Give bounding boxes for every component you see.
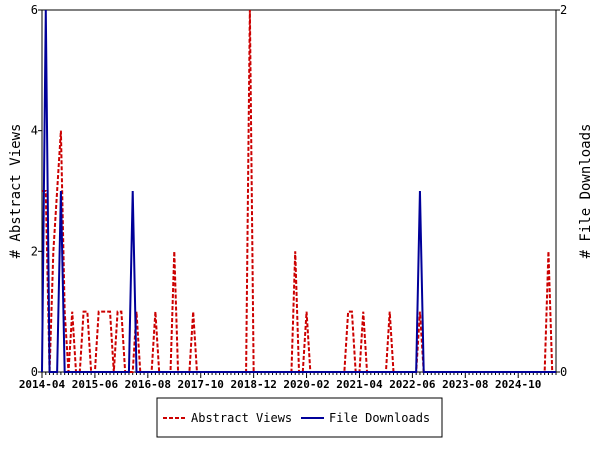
legend-box: [156, 397, 443, 438]
x-tick-label: 2022-06: [389, 378, 436, 391]
y-tick-label: 2: [31, 244, 38, 258]
x-tick-label: 2018-12: [230, 378, 276, 391]
x-tick-label: 2017-10: [178, 378, 224, 391]
plot-area: [41, 9, 557, 373]
y2-tick-label: 0: [560, 365, 567, 379]
x-tick-label: 2015-06: [72, 378, 119, 391]
x-tick-label: 2021-04: [336, 378, 383, 391]
legend-label: Abstract Views: [191, 411, 292, 425]
x-tick-label: 2024-10: [495, 378, 541, 391]
series-line: [42, 9, 556, 373]
y-axis-label: # Abstract Views: [8, 124, 24, 259]
y2-tick-label: 2: [560, 3, 567, 17]
x-tick-label: 2016-08: [125, 378, 171, 391]
x-tick-label: 2023-08: [442, 378, 488, 391]
y-tick-label: 6: [31, 3, 38, 17]
series-line: [41, 9, 556, 373]
y2-axis-label: # File Downloads: [578, 124, 594, 259]
legend-label: File Downloads: [329, 411, 430, 425]
y-tick-label: 4: [31, 124, 38, 138]
x-tick-label: 2020-02: [283, 378, 329, 391]
x-tick-label: 2014-04: [19, 378, 66, 391]
y-tick-label: 0: [31, 365, 38, 379]
